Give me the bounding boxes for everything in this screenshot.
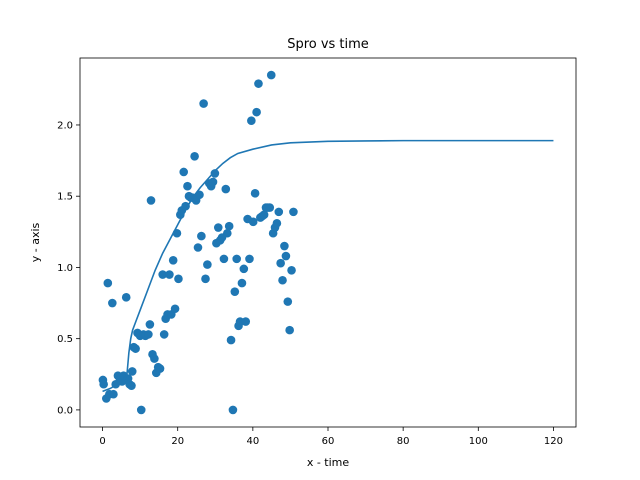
data-point-67 bbox=[221, 184, 231, 194]
data-point-16 bbox=[127, 367, 137, 376]
data-point-60 bbox=[208, 177, 218, 187]
x-tick-label: 120 bbox=[544, 436, 563, 447]
x-tick-label: 20 bbox=[171, 436, 184, 447]
x-tick-label: 40 bbox=[246, 436, 259, 447]
data-point-36 bbox=[165, 270, 174, 279]
data-point-91 bbox=[265, 203, 275, 212]
data-point-73 bbox=[232, 254, 241, 264]
data-point-6 bbox=[109, 389, 118, 399]
data-point-78 bbox=[241, 317, 251, 326]
data-point-41 bbox=[174, 274, 183, 284]
data-point-1 bbox=[99, 379, 108, 389]
data-point-33 bbox=[159, 330, 169, 339]
data-point-92 bbox=[266, 70, 276, 80]
data-point-66 bbox=[219, 254, 229, 264]
data-point-83 bbox=[250, 189, 260, 198]
data-point-15 bbox=[127, 381, 136, 390]
y-tick-label: 2.0 bbox=[57, 120, 73, 131]
data-point-39 bbox=[170, 304, 180, 314]
data-point-31 bbox=[155, 364, 165, 373]
y-tick-label: 0.5 bbox=[57, 334, 73, 345]
data-point-55 bbox=[199, 99, 208, 108]
data-point-38 bbox=[168, 256, 178, 265]
data-point-50 bbox=[190, 152, 199, 161]
axes-frame bbox=[79, 57, 577, 428]
data-point-98 bbox=[278, 275, 287, 285]
data-point-80 bbox=[245, 254, 254, 264]
data-point-71 bbox=[228, 405, 238, 415]
data-point-104 bbox=[289, 207, 298, 217]
data-point-57 bbox=[203, 260, 212, 269]
data-point-95 bbox=[272, 218, 282, 228]
data-point-85 bbox=[254, 79, 263, 88]
fit-curve-line bbox=[102, 139, 554, 393]
y-tick-label: 0.0 bbox=[57, 405, 73, 416]
y-axis-label: y - axis bbox=[29, 222, 42, 262]
data-point-26 bbox=[146, 196, 156, 205]
data-point-28 bbox=[150, 354, 159, 363]
data-point-76 bbox=[237, 278, 247, 288]
data-point-68 bbox=[223, 228, 232, 238]
data-point-18 bbox=[131, 344, 140, 353]
data-point-99 bbox=[280, 241, 289, 251]
chart-title: Spro vs time bbox=[287, 37, 369, 52]
x-tick-label: 100 bbox=[469, 436, 488, 447]
data-point-84 bbox=[252, 107, 261, 117]
axis-ticks: 0 20 40 60 80 100 120 0.0 0.5 1.0 1.5 2.0 bbox=[57, 120, 563, 447]
data-point-72 bbox=[230, 287, 240, 296]
y-tick-label: 1.5 bbox=[57, 192, 73, 203]
data-point-77 bbox=[239, 264, 249, 274]
data-point-96 bbox=[274, 207, 284, 217]
data-point-44 bbox=[179, 167, 189, 177]
data-point-54 bbox=[197, 231, 206, 241]
x-tick-label: 60 bbox=[322, 436, 335, 447]
data-point-81 bbox=[247, 116, 256, 125]
data-point-61 bbox=[210, 169, 220, 178]
plot-area bbox=[98, 70, 554, 415]
data-point-21 bbox=[136, 405, 146, 415]
data-point-52 bbox=[193, 243, 203, 252]
data-point-46 bbox=[183, 181, 192, 191]
data-point-3 bbox=[103, 278, 113, 288]
x-tick-label: 0 bbox=[99, 436, 105, 447]
data-point-88 bbox=[259, 210, 269, 220]
data-point-101 bbox=[283, 297, 293, 306]
data-point-32 bbox=[158, 270, 167, 279]
x-axis-label: x - time bbox=[307, 456, 350, 469]
data-point-70 bbox=[226, 335, 236, 345]
data-point-103 bbox=[287, 265, 296, 275]
data-point-25 bbox=[145, 320, 155, 329]
data-point-45 bbox=[181, 201, 190, 211]
data-point-97 bbox=[276, 258, 285, 268]
data-point-100 bbox=[281, 251, 291, 261]
data-point-82 bbox=[248, 217, 258, 227]
data-point-5 bbox=[108, 298, 117, 308]
data-point-69 bbox=[224, 221, 234, 231]
data-point-102 bbox=[285, 325, 294, 335]
data-point-63 bbox=[213, 223, 223, 232]
data-point-12 bbox=[121, 293, 131, 302]
y-tick-label: 1.0 bbox=[57, 263, 73, 274]
data-point-24 bbox=[144, 330, 153, 339]
data-point-56 bbox=[201, 274, 210, 284]
x-tick-label: 80 bbox=[397, 436, 410, 447]
